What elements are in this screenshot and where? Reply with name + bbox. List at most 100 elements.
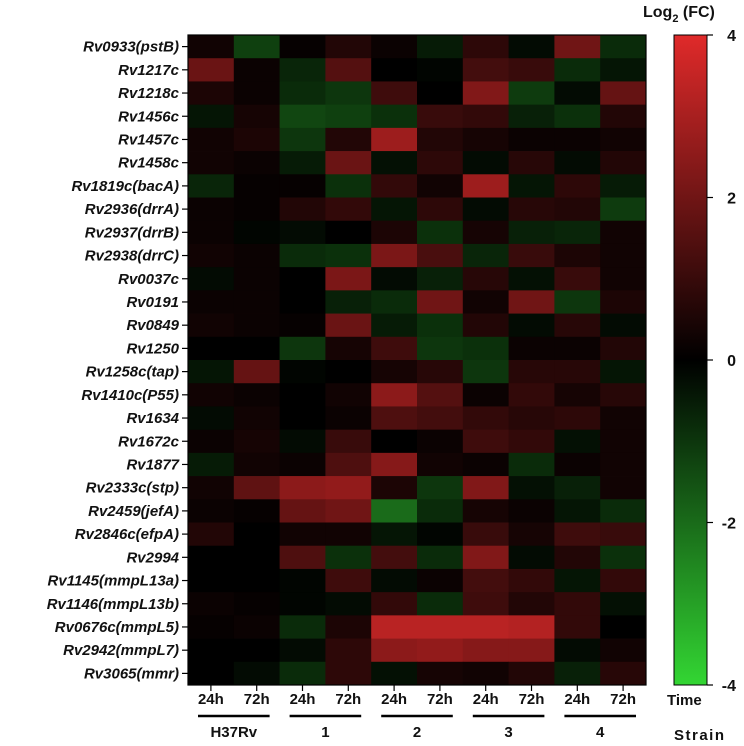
heatmap-cell: [417, 81, 464, 106]
colorbar-ticks: 4 2 0 -2 -4: [707, 28, 736, 695]
heatmap-cell: [508, 383, 555, 407]
heatmap-cell: [279, 267, 326, 291]
heatmap-cell: [554, 35, 601, 59]
heatmap-cell: [417, 452, 464, 477]
heatmap-cell: [188, 197, 235, 222]
heatmap-cell: [188, 220, 235, 245]
heatmap-cell: [371, 476, 418, 500]
heatmap-cell: [188, 452, 235, 477]
heatmap-cell: [508, 429, 555, 454]
heatmap-cell: [462, 220, 509, 245]
heatmap-cell: [325, 406, 372, 431]
time-label: 24h: [381, 691, 407, 708]
row-label: Rv1410c(P55): [81, 387, 179, 404]
heatmap-cell: [325, 383, 372, 407]
heatmap-cell: [554, 267, 601, 291]
row-label: Rv2333c(stp): [86, 480, 179, 497]
heatmap-cell: [233, 638, 280, 663]
heatmap-cell: [554, 522, 601, 547]
heatmap-cell: [233, 476, 280, 500]
heatmap-cell: [233, 615, 280, 639]
heatmap-cell: [462, 568, 509, 593]
heatmap-cell: [417, 661, 464, 686]
heatmap-cell: [554, 127, 601, 152]
row-label: Rv1145(mmpL13a): [48, 573, 179, 590]
heatmap-cell: [508, 220, 555, 245]
time-label: 72h: [427, 691, 453, 708]
heatmap-cell: [508, 661, 555, 686]
heatmap-cell: [600, 522, 647, 547]
row-label: Rv2937(drrB): [85, 224, 179, 241]
heatmap-cell: [233, 406, 280, 431]
heatmap-cell: [508, 499, 555, 523]
heatmap-cell: [508, 360, 555, 384]
heatmap-cell: [417, 35, 464, 59]
heatmap-cell: [600, 81, 647, 106]
row-label: Rv0191: [126, 294, 179, 311]
heatmap-cell: [371, 220, 418, 245]
heatmap-cell: [417, 615, 464, 639]
heatmap-cell: [462, 383, 509, 407]
heatmap-cell: [371, 197, 418, 222]
heatmap-cell: [462, 104, 509, 129]
heatmap-cell: [554, 58, 601, 82]
colorbar-tick-label: 2: [727, 191, 736, 208]
colorbar-tick-label: 0: [727, 353, 736, 370]
heatmap-cell: [508, 81, 555, 106]
heatmap-cell: [462, 35, 509, 59]
colorbar-tick-label: -4: [722, 678, 736, 695]
heatmap-cell: [371, 545, 418, 570]
row-label: Rv2846c(efpA): [75, 526, 179, 543]
strain-axis-title: Strain: [674, 727, 726, 744]
row-label: Rv1877: [126, 456, 179, 473]
heatmap-cell: [554, 638, 601, 663]
heatmap-cell: [233, 360, 280, 384]
heatmap-cell: [279, 568, 326, 593]
heatmap-cell: [554, 545, 601, 570]
row-label: Rv1634: [126, 410, 179, 427]
heatmap-cell: [325, 151, 372, 175]
heatmap-cell: [462, 615, 509, 639]
heatmap-cell: [600, 290, 647, 314]
heatmap-cell: [371, 127, 418, 152]
heatmap-cell: [371, 174, 418, 198]
heatmap-cell: [233, 592, 280, 616]
heatmap-cell: [462, 452, 509, 477]
heatmap-cell: [279, 592, 326, 616]
heatmap-cell: [508, 406, 555, 431]
row-label: Rv2459(jefA): [88, 503, 179, 520]
heatmap-cell: [279, 360, 326, 384]
heatmap-cell: [325, 592, 372, 616]
heatmap-cell: [188, 336, 235, 361]
heatmap-cell: [325, 290, 372, 314]
heatmap-cell: [462, 360, 509, 384]
heatmap-cell: [279, 104, 326, 129]
heatmap-cell: [554, 290, 601, 314]
heatmap-cell: [462, 429, 509, 454]
heatmap-cell: [279, 406, 326, 431]
heatmap-cell: [600, 197, 647, 222]
heatmap-cell: [600, 429, 647, 454]
heatmap-cell: [417, 104, 464, 129]
row-label: Rv0676c(mmpL5): [55, 619, 179, 636]
heatmap-cell: [600, 406, 647, 431]
heatmap-cell: [188, 313, 235, 338]
row-label: Rv1672c: [118, 433, 180, 450]
heatmap-cell: [279, 151, 326, 175]
heatmap-cell: [462, 290, 509, 314]
heatmap-cell: [508, 151, 555, 175]
heatmap-cell: [188, 383, 235, 407]
heatmap-cell: [554, 476, 601, 500]
heatmap-cell: [371, 615, 418, 639]
heatmap-cell: [554, 615, 601, 639]
heatmap-cell: [233, 290, 280, 314]
heatmap-cell: [600, 615, 647, 639]
row-label: Rv2936(drrA): [85, 201, 179, 218]
heatmap-cell: [508, 545, 555, 570]
row-label: Rv1146(mmpL13b): [47, 596, 179, 613]
time-label: 24h: [473, 691, 499, 708]
heatmap-cell: [188, 267, 235, 291]
heatmap-cell: [554, 360, 601, 384]
heatmap-cell: [554, 499, 601, 523]
